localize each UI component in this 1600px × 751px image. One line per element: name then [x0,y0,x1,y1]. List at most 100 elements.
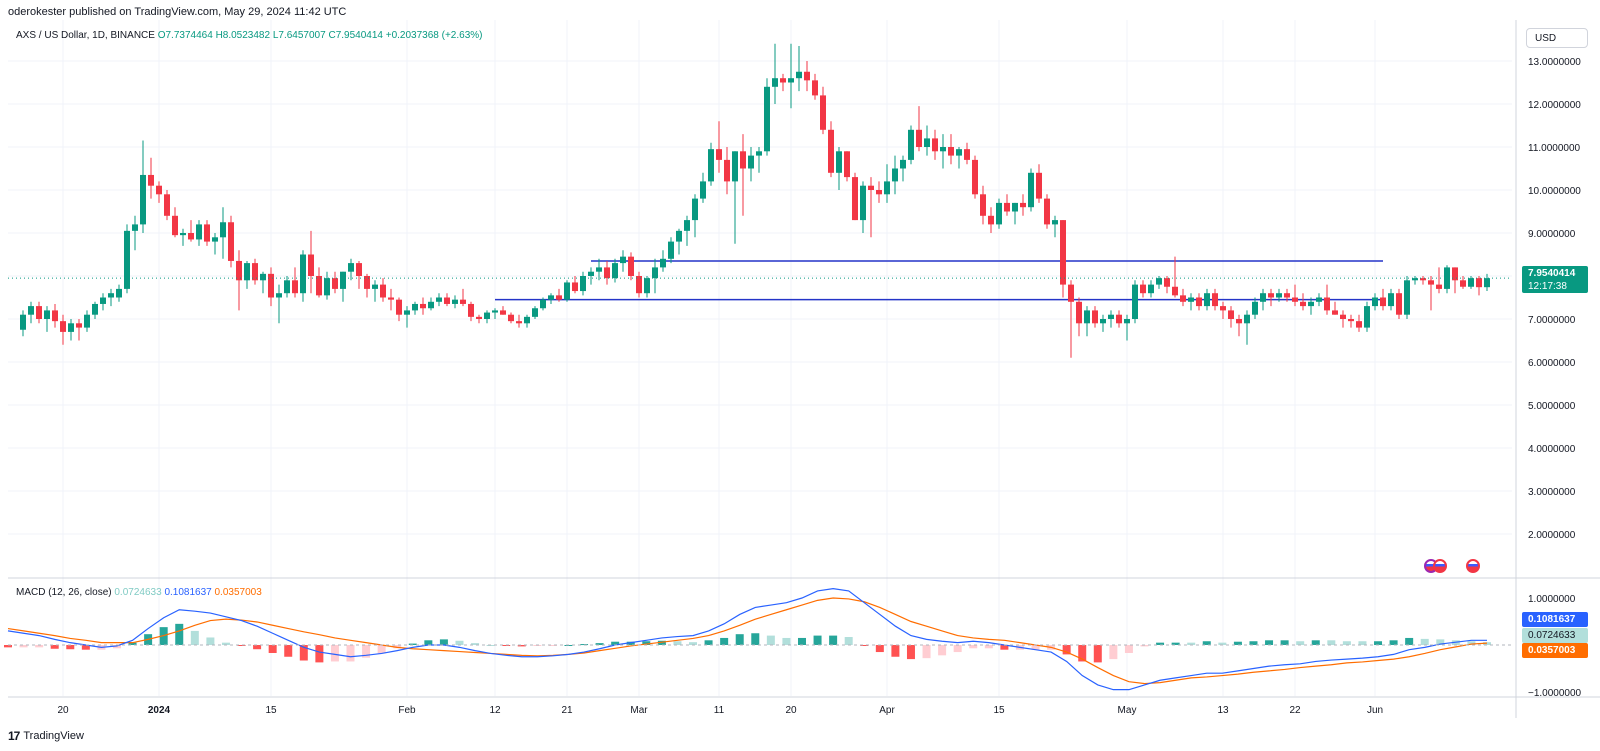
macd-histogram-bar [1467,641,1476,645]
macd-tick-label: 1.0000000 [1528,594,1576,605]
candle-down [1452,267,1458,281]
candle-up [1204,293,1210,307]
price-tick-label: 11.0000000 [1528,143,1581,154]
macd-histogram-bar [1031,645,1040,650]
candle-down [188,233,194,240]
time-tick-label: 15 [993,705,1005,716]
currency-button[interactable]: USD [1526,28,1588,48]
macd-histogram-bar [284,645,293,657]
price-tick-label: 10.0000000 [1528,186,1581,197]
candle-up [1132,284,1138,319]
candle-up [404,310,410,315]
macd-histogram-bar [175,623,184,645]
candle-up [1276,293,1282,298]
candle-down [780,78,786,83]
candle-down [356,263,362,276]
macd-histogram-bar [953,645,962,653]
macd-histogram-bar [657,640,666,645]
candle-down [948,147,954,156]
macd-histogram-bar [393,645,402,649]
time-tick-label: 11 [714,705,725,716]
candle-down [1300,301,1306,307]
candle-up [708,149,714,182]
candle-up [100,297,106,304]
candle-up [436,297,442,302]
candle-up [1388,293,1394,307]
candle-down [420,303,426,309]
candle-down [444,297,450,304]
candle-up [132,224,138,231]
macd-histogram-bar [50,645,59,649]
candle-down [1292,297,1298,302]
candle-up [612,263,618,279]
macd-histogram-bar [1078,645,1087,662]
candle-up [700,181,706,199]
macd-legend-histogram: 0.0724633 [114,587,162,598]
macd-histogram-bar [1327,640,1336,645]
candle-down [1004,202,1010,212]
macd-histogram-bar [1296,641,1305,645]
macd-histogram-bar [346,645,355,662]
time-tick-label: Apr [879,705,895,716]
candle-down [268,273,274,298]
candle-down [844,151,850,178]
candle-up [1484,278,1490,288]
macd-legend-title: MACD (12, 26, close) [16,587,112,598]
macd-histogram-bar [829,635,838,645]
macd-histogram-bar [922,645,931,659]
candle-down [964,149,970,160]
time-tick-label: 20 [785,705,797,716]
macd-histogram-bar [1062,645,1071,655]
event-flag-icon[interactable] [1433,559,1447,573]
ohlc-low: L7.6457007 [272,30,326,41]
macd-histogram-bar [253,645,262,650]
candle-up [548,295,554,300]
axes[interactable]: 13.0000000 12.0000000 11.0000000 10.0000000… [57,57,1581,716]
candle-down [932,138,938,152]
brand-footer[interactable]: 17 TradingView [8,729,84,743]
macd-histogram-bar [455,640,464,645]
macd-histogram-bar [735,634,744,645]
macd-histogram-bar [1342,641,1351,645]
candle-up [596,267,602,272]
candle-up [1124,319,1130,324]
candle-down [52,310,58,322]
event-flag-icon[interactable] [1466,559,1480,573]
candle-up [348,263,354,272]
candle-up [1404,280,1410,315]
tradingview-logo-icon: 17 [8,729,20,743]
macd-line [7,587,1487,691]
candle-down [252,263,258,281]
macd-tick-label: −1.0000000 [1528,688,1582,699]
ohlc-open: O7.7374464 [157,30,213,41]
horizontal-levels[interactable] [495,260,1383,301]
candle-up [484,312,490,319]
macd-signal-line [7,597,1488,685]
macd-histogram-bar [938,645,947,656]
macd-histogram-bar [1405,637,1414,645]
candle-up [1252,301,1258,315]
candle-down [380,284,386,298]
candle-up [772,78,778,87]
candle-up [892,168,898,182]
candle-down [204,224,210,242]
macd-legend-macd: 0.1081637 [164,587,212,598]
macd-histogram-bar [1202,641,1211,645]
macd-histogram-bar [362,645,371,658]
candle-up [940,147,946,152]
time-tick-label: 12 [489,705,501,716]
current-price-value: 7.9540414 [1528,268,1576,279]
time-tick-label: May [1118,705,1137,716]
macd-value-tag: 0.1081637 [1522,612,1588,627]
macd-histogram-bar [1140,645,1149,647]
candle-up [452,299,458,304]
macd-histogram-bar [595,643,604,645]
macd-histogram-bar [704,640,713,645]
macd-legend-signal: 0.0357003 [214,587,262,598]
candle-up [412,303,418,311]
macd-histogram-bar [1280,640,1289,645]
macd-histogram-bar [35,645,44,648]
candle-down [476,316,482,319]
candle-down [636,276,642,294]
